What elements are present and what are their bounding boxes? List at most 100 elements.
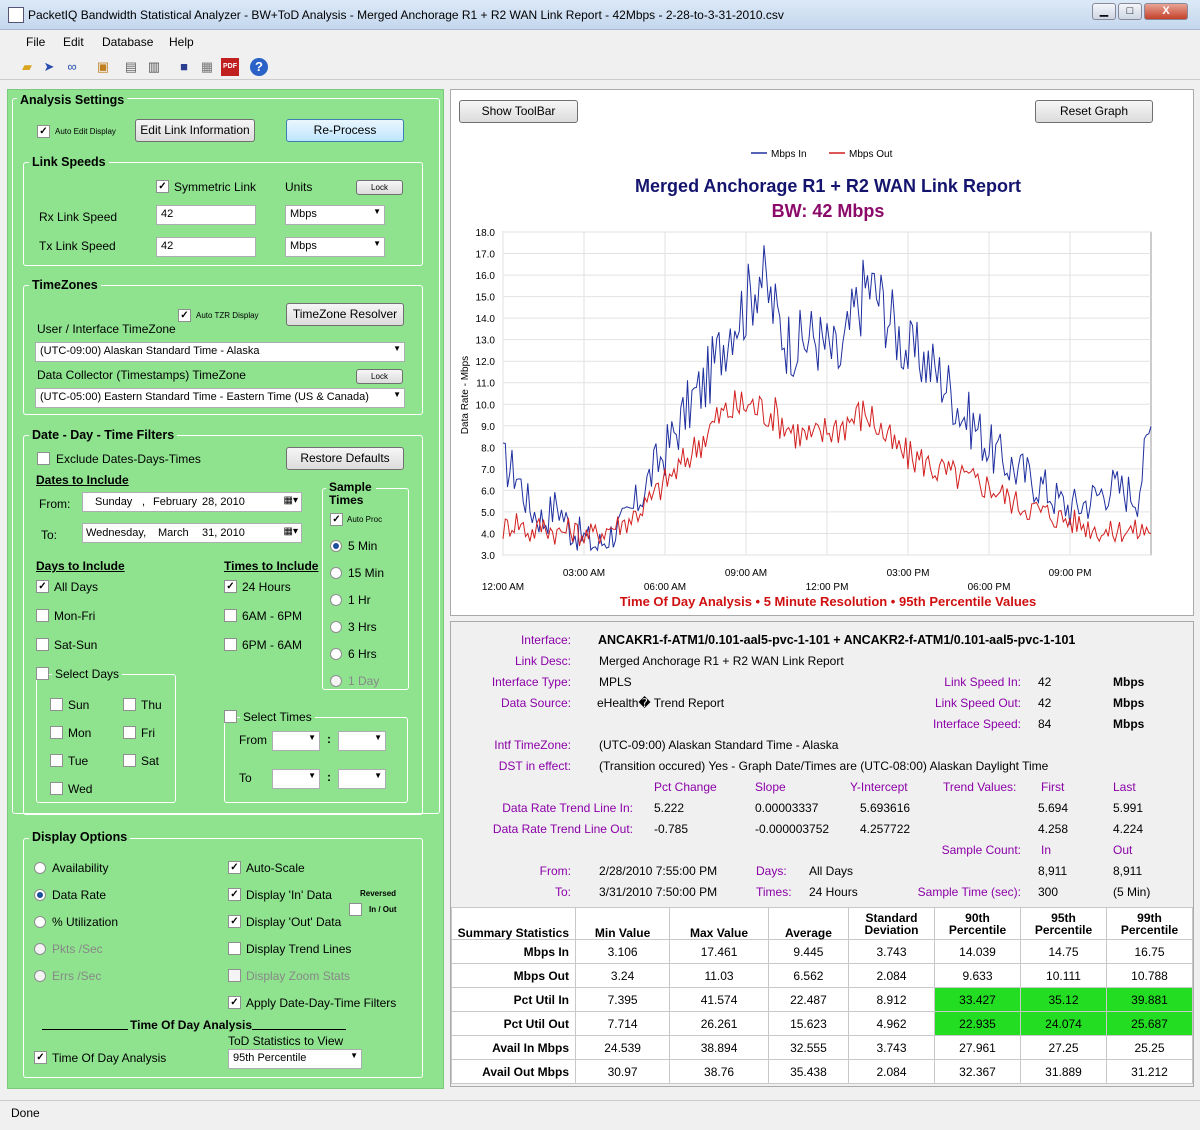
sat-sun-checkbox[interactable] <box>36 638 49 651</box>
user-tz-select[interactable]: (UTC-09:00) Alaskan Standard Time - Alas… <box>35 342 405 362</box>
errs-sec-label: Errs /Sec <box>52 969 102 983</box>
rx-speed-input[interactable]: 42 <box>156 205 256 225</box>
link-desc-label: Link Desc: <box>514 654 571 668</box>
menu-help[interactable]: Help <box>169 35 194 49</box>
trend-in-slope: 0.00003337 <box>755 801 819 815</box>
units-label: Units <box>285 180 313 194</box>
toolbar: ▰ ➤ ∞ ▣ ▤ ▥ ■ ▦ PDF ? <box>0 54 1200 80</box>
data-source-label: Data Source: <box>500 696 571 710</box>
minimize-button[interactable]: ▁ <box>1092 3 1116 20</box>
chart[interactable]: Mbps In Mbps Out Merged Anchorage R1 + R… <box>451 90 1193 615</box>
row-label: Mbps In <box>451 939 576 964</box>
exclude-checkbox[interactable] <box>37 452 50 465</box>
availability-label: Availability <box>52 861 109 875</box>
trend-lines-checkbox[interactable] <box>228 942 241 955</box>
to-date: 31, 2010 <box>202 527 245 539</box>
sample-5min-label: 5 Min <box>348 539 378 553</box>
zoom-stats-checkbox[interactable] <box>228 969 241 982</box>
reset-graph-button[interactable]: Reset Graph <box>1035 100 1153 123</box>
all-days-checkbox[interactable]: ✓ <box>36 580 49 593</box>
utilization-radio[interactable] <box>34 916 46 928</box>
from-minute-select[interactable]: ▼ <box>338 731 386 751</box>
to-date-picker[interactable]: Wednesday, March 31, 2010 ▦▾ <box>82 523 302 543</box>
sample-3hrs-radio[interactable] <box>330 621 342 633</box>
sample-15min-radio[interactable] <box>330 567 342 579</box>
from-date-picker[interactable]: Sunday , February 28, 2010 ▦▾ <box>82 492 302 512</box>
link-icon[interactable]: ∞ <box>67 59 77 74</box>
from-value: 2/28/2010 7:55:00 PM <box>599 864 718 878</box>
sample-5min-radio[interactable] <box>330 540 342 552</box>
calendar-icon[interactable]: ▦▾ <box>283 495 298 506</box>
show-toolbar-button[interactable]: Show ToolBar <box>459 100 578 123</box>
restore-defaults-button[interactable]: Restore Defaults <box>286 447 404 470</box>
menu-edit[interactable]: Edit <box>63 35 84 49</box>
reversed-checkbox[interactable] <box>349 903 362 916</box>
sample-6hrs-radio[interactable] <box>330 648 342 660</box>
symmetric-link-checkbox[interactable]: ✓ <box>156 180 169 193</box>
report-icon[interactable]: ▦ <box>200 59 214 74</box>
tx-speed-input[interactable]: 42 <box>156 237 256 257</box>
maximize-button[interactable]: □ <box>1118 3 1142 20</box>
6pm-6am-checkbox[interactable] <box>224 638 237 651</box>
edit-link-button[interactable]: Edit Link Information <box>135 119 255 142</box>
from-hour-select[interactable]: ▼ <box>272 731 320 751</box>
help-icon[interactable]: ? <box>250 58 268 76</box>
day-sat-checkbox[interactable] <box>123 754 136 767</box>
select-days-checkbox[interactable] <box>36 667 49 680</box>
auto-tzr-checkbox[interactable]: ✓ <box>178 309 191 322</box>
open-folder-icon[interactable]: ▰ <box>22 59 32 74</box>
mon-fri-checkbox[interactable] <box>36 609 49 622</box>
sample-1day-radio[interactable] <box>330 675 342 687</box>
menu-database[interactable]: Database <box>102 35 154 49</box>
errs-sec-radio[interactable] <box>34 970 46 982</box>
day-mon-checkbox[interactable] <box>50 726 63 739</box>
to-hour-select[interactable]: ▼ <box>272 769 320 789</box>
auto-edit-checkbox[interactable]: ✓ <box>37 125 50 138</box>
close-button[interactable]: X <box>1144 3 1188 20</box>
chart-subtitle: BW: 42 Mbps <box>772 201 885 221</box>
print-preview-icon[interactable]: ▤ <box>124 59 138 74</box>
tod-checkbox[interactable]: ✓ <box>34 1051 47 1064</box>
select-times-checkbox[interactable] <box>224 710 237 723</box>
tx-units-select[interactable]: Mbps ▼ <box>285 237 385 257</box>
chevron-down-icon: ▼ <box>393 344 401 353</box>
availability-radio[interactable] <box>34 862 46 874</box>
export-icon[interactable]: ▣ <box>96 59 110 74</box>
link-speed-in-units: Mbps <box>1113 675 1145 689</box>
24-hours-checkbox[interactable]: ✓ <box>224 580 237 593</box>
calendar-icon[interactable]: ▦▾ <box>283 526 298 537</box>
day-sun-checkbox[interactable] <box>50 698 63 711</box>
apply-filters-checkbox[interactable]: ✓ <box>228 996 241 1009</box>
table-cell: 9.633 <box>934 963 1021 988</box>
units-lock-button[interactable]: Lock <box>356 180 403 195</box>
tod-stat-select[interactable]: 95th Percentile ▼ <box>228 1049 362 1069</box>
pkts-sec-radio[interactable] <box>34 943 46 955</box>
save-icon[interactable]: ■ <box>180 59 188 74</box>
sample-1hr-radio[interactable] <box>330 594 342 606</box>
display-out-checkbox[interactable]: ✓ <box>228 915 241 928</box>
to-minute-select[interactable]: ▼ <box>338 769 386 789</box>
auto-proc-checkbox[interactable]: ✓ <box>330 513 343 526</box>
day-tue-checkbox[interactable] <box>50 754 63 767</box>
header-max: Max Value <box>669 907 769 940</box>
menu-file[interactable]: File <box>26 35 46 49</box>
6am-6pm-checkbox[interactable] <box>224 609 237 622</box>
timezone-resolver-button[interactable]: TimeZone Resolver <box>286 303 404 326</box>
print-icon[interactable]: ▥ <box>147 59 161 74</box>
table-cell: 3.106 <box>574 939 671 964</box>
x-tick-label: 12:00 AM <box>482 582 524 593</box>
collector-tz-select[interactable]: (UTC-05:00) Eastern Standard Time - East… <box>35 388 405 408</box>
day-wed-checkbox[interactable] <box>50 782 63 795</box>
tz-lock-button[interactable]: Lock <box>356 369 403 384</box>
reprocess-button[interactable]: Re-Process <box>286 119 404 142</box>
rx-units-select[interactable]: Mbps ▼ <box>285 205 385 225</box>
day-fri-checkbox[interactable] <box>123 726 136 739</box>
auto-scale-checkbox[interactable]: ✓ <box>228 861 241 874</box>
data-rate-radio[interactable] <box>34 889 46 901</box>
day-thu-checkbox[interactable] <box>123 698 136 711</box>
display-in-checkbox[interactable]: ✓ <box>228 888 241 901</box>
pdf-icon[interactable]: PDF <box>221 58 239 76</box>
times-label: Times: <box>756 885 792 899</box>
table-cell: 22.935 <box>934 1011 1021 1036</box>
arrow-icon[interactable]: ➤ <box>43 59 55 74</box>
